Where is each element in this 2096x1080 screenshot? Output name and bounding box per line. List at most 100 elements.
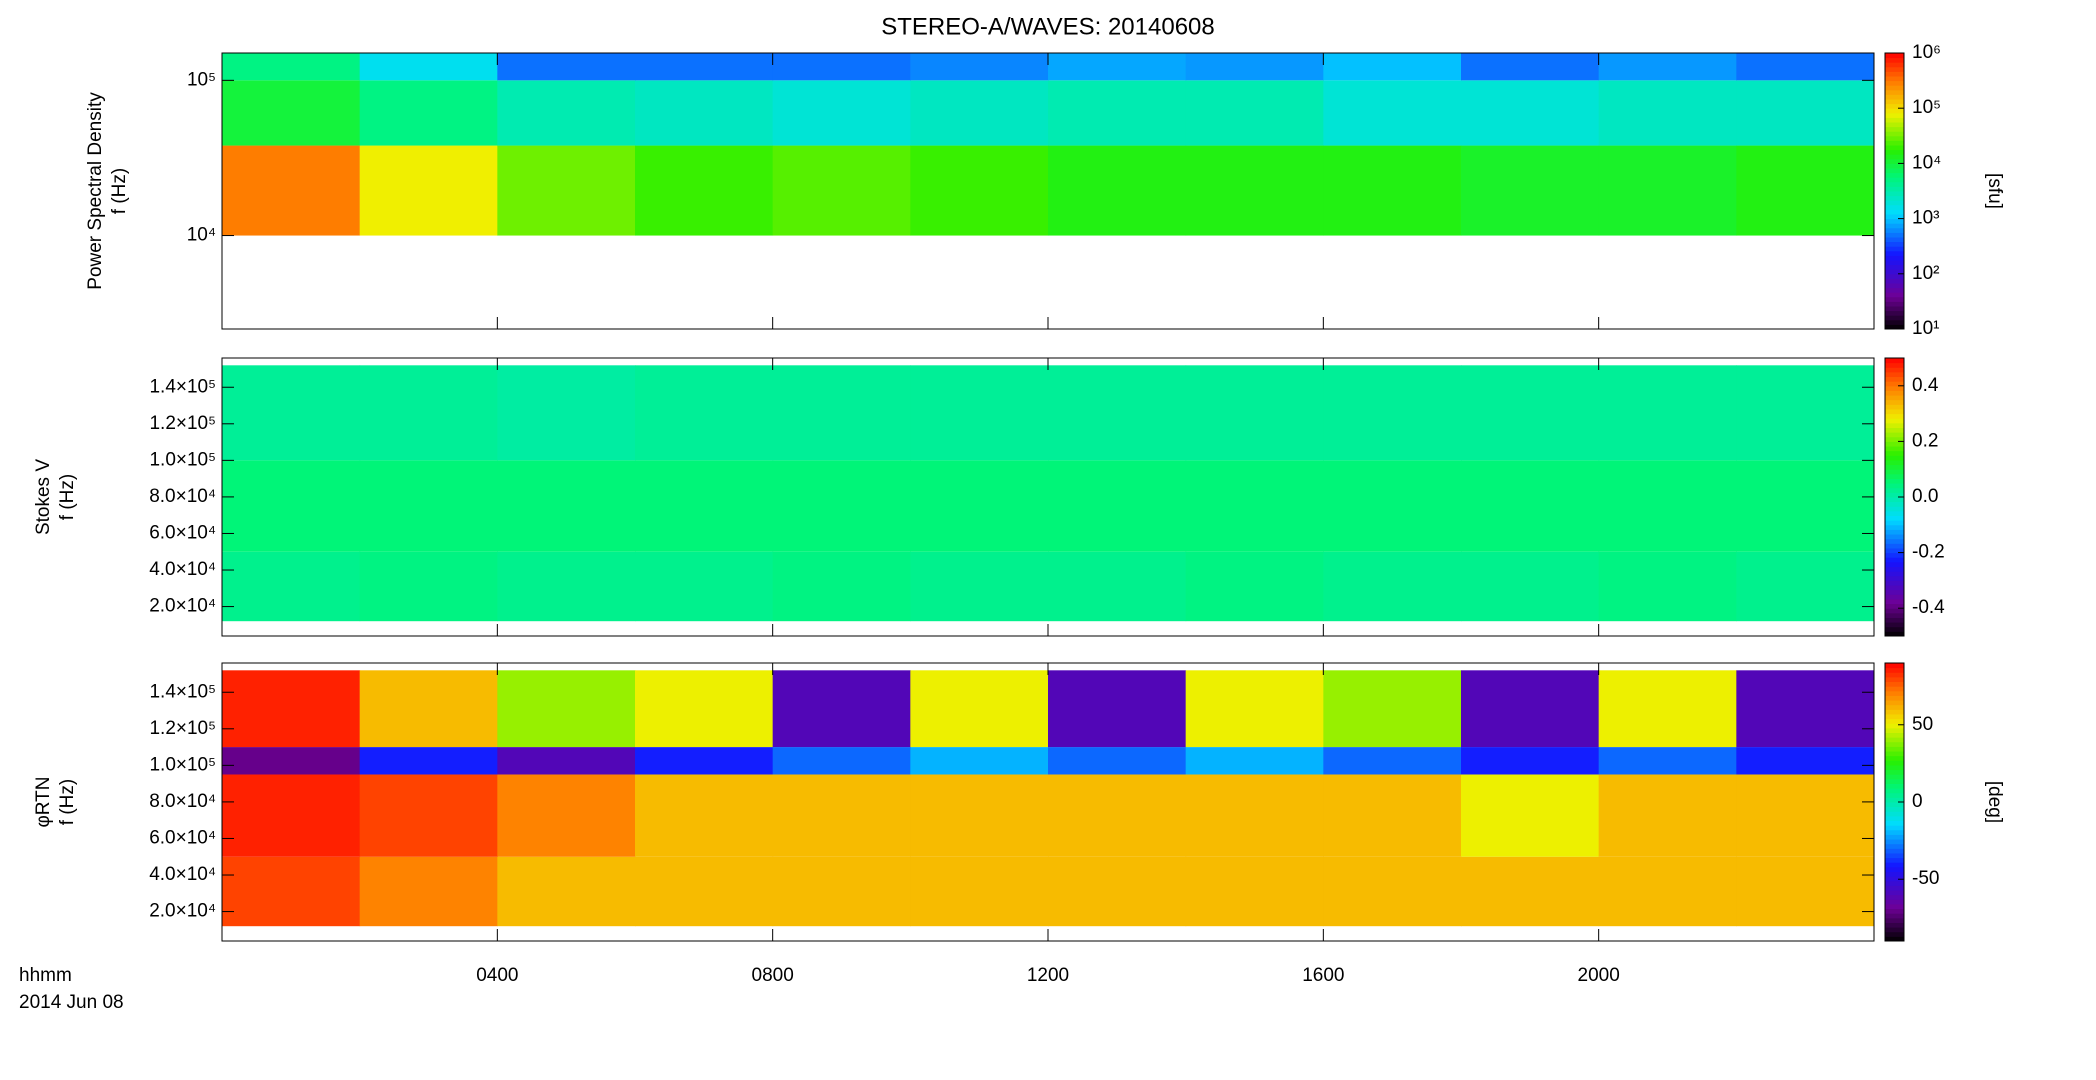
colorbar-segment xyxy=(1885,700,1904,706)
colorbar-segment xyxy=(1885,367,1904,373)
heatmap-cell xyxy=(910,53,1049,81)
heatmap-cell xyxy=(772,670,911,748)
colorbar-segment xyxy=(1885,917,1904,923)
colorbar-segment xyxy=(1885,191,1904,197)
heatmap-cell xyxy=(359,774,498,857)
colorbar-segment xyxy=(1885,237,1904,243)
y-tick-label: 1.2×10⁵ xyxy=(149,413,216,434)
colorbar-segment xyxy=(1885,686,1904,692)
heatmap-cell xyxy=(222,747,361,775)
heatmap-cell xyxy=(772,747,911,775)
heatmap-cell xyxy=(359,53,498,81)
heatmap-cell xyxy=(1323,365,1462,461)
heatmap-cell xyxy=(1323,460,1462,552)
heatmap-cell xyxy=(1323,774,1462,857)
colorbar-segment xyxy=(1885,681,1904,687)
colorbar-segment xyxy=(1885,395,1904,401)
colorbar-segment xyxy=(1885,80,1904,86)
y-tick-label: 4.0×10⁴ xyxy=(149,559,216,580)
colorbar-segment xyxy=(1885,478,1904,484)
colorbar-segment xyxy=(1885,450,1904,456)
y-tick-label: 1.4×10⁵ xyxy=(149,681,216,702)
heatmap-cell xyxy=(1323,551,1462,622)
colorbar-segment xyxy=(1885,571,1904,577)
heatmap-cell xyxy=(1736,145,1875,236)
heatmap-cell xyxy=(1185,774,1324,857)
heatmap-cell xyxy=(1598,774,1737,857)
y-tick-label: 1.4×10⁵ xyxy=(149,376,216,397)
colorbar-segment xyxy=(1885,783,1904,789)
colorbar-segment xyxy=(1885,310,1904,316)
colorbar-segment xyxy=(1885,834,1904,840)
colorbar-tick-label: 10¹ xyxy=(1912,318,1939,339)
heatmap-cell xyxy=(910,670,1049,748)
colorbar-segment xyxy=(1885,547,1904,554)
heatmap-cell xyxy=(635,670,774,748)
heatmap-cell xyxy=(772,774,911,857)
colorbar-segment xyxy=(1885,195,1904,201)
colorbar-tick-label: 0.2 xyxy=(1912,430,1938,451)
y-tick-label: 2.0×10⁴ xyxy=(149,901,216,922)
heatmap-cell xyxy=(1736,365,1875,461)
heatmap-cell xyxy=(635,53,774,81)
colorbar-segment xyxy=(1885,811,1904,817)
colorbar-segment xyxy=(1885,913,1904,919)
heatmap-cell xyxy=(1048,856,1187,927)
heatmap-cell xyxy=(1598,670,1737,748)
colorbar-tick-label: 10⁶ xyxy=(1912,42,1941,63)
heatmap-cell xyxy=(222,145,361,236)
colorbar-segment xyxy=(1885,737,1904,743)
heatmap-cell xyxy=(497,670,636,748)
x-tick-label: 0800 xyxy=(752,965,794,986)
heatmap-cell xyxy=(1185,80,1324,146)
colorbar-segment xyxy=(1885,936,1904,942)
colorbar-segment xyxy=(1885,117,1904,123)
heatmap-cell xyxy=(910,365,1049,461)
heatmap-cell xyxy=(359,670,498,748)
colorbar-segment xyxy=(1885,306,1904,312)
heatmap-cell xyxy=(497,53,636,81)
heatmap-cell xyxy=(772,145,911,236)
heatmap-cell xyxy=(222,670,361,748)
heatmap-cell xyxy=(1598,460,1737,552)
heatmap-cell xyxy=(1736,53,1875,81)
heatmap-cell xyxy=(497,365,636,461)
heatmap-cell xyxy=(1461,747,1600,775)
colorbar-segment xyxy=(1885,718,1904,724)
colorbar-segment xyxy=(1885,631,1904,637)
heatmap-cell xyxy=(359,747,498,775)
colorbar-segment xyxy=(1885,676,1904,683)
colorbar-segment xyxy=(1885,534,1904,540)
colorbar-tick-label: 50 xyxy=(1912,714,1933,735)
colorbar-segment xyxy=(1885,158,1904,164)
colorbar-segment xyxy=(1885,53,1904,59)
colorbar-segment xyxy=(1885,885,1904,891)
colorbar-segment xyxy=(1885,269,1904,275)
heatmap-cell xyxy=(497,80,636,146)
y-axis-label: φRTN xyxy=(33,776,54,827)
colorbar-segment xyxy=(1885,713,1904,720)
colorbar-tick-label: -50 xyxy=(1912,868,1939,889)
heatmap-cell xyxy=(1461,460,1600,552)
colorbar-segment xyxy=(1885,246,1904,252)
colorbar-segment xyxy=(1885,264,1904,270)
colorbar-segment xyxy=(1885,751,1904,757)
colorbar-segment xyxy=(1885,843,1904,849)
colorbar-segment xyxy=(1885,520,1904,526)
colorbar-tick-label: 10⁴ xyxy=(1912,152,1941,173)
colorbar-segment xyxy=(1885,866,1904,872)
heatmap-cell xyxy=(1048,747,1187,775)
heatmap-cell xyxy=(1598,551,1737,622)
colorbar-segment xyxy=(1885,709,1904,715)
heatmap-cell xyxy=(635,747,774,775)
heatmap-cell xyxy=(359,856,498,927)
y-axis-label: f (Hz) xyxy=(57,474,78,520)
heatmap-cell xyxy=(1736,856,1875,927)
colorbar-frame xyxy=(1884,52,1905,330)
colorbar-segment xyxy=(1885,663,1904,669)
colorbar-segment xyxy=(1885,89,1904,95)
y-axis-label: f (Hz) xyxy=(109,168,130,214)
colorbar-segment xyxy=(1885,186,1904,192)
colorbar-segment xyxy=(1885,469,1904,475)
heatmap-cell xyxy=(222,80,361,146)
